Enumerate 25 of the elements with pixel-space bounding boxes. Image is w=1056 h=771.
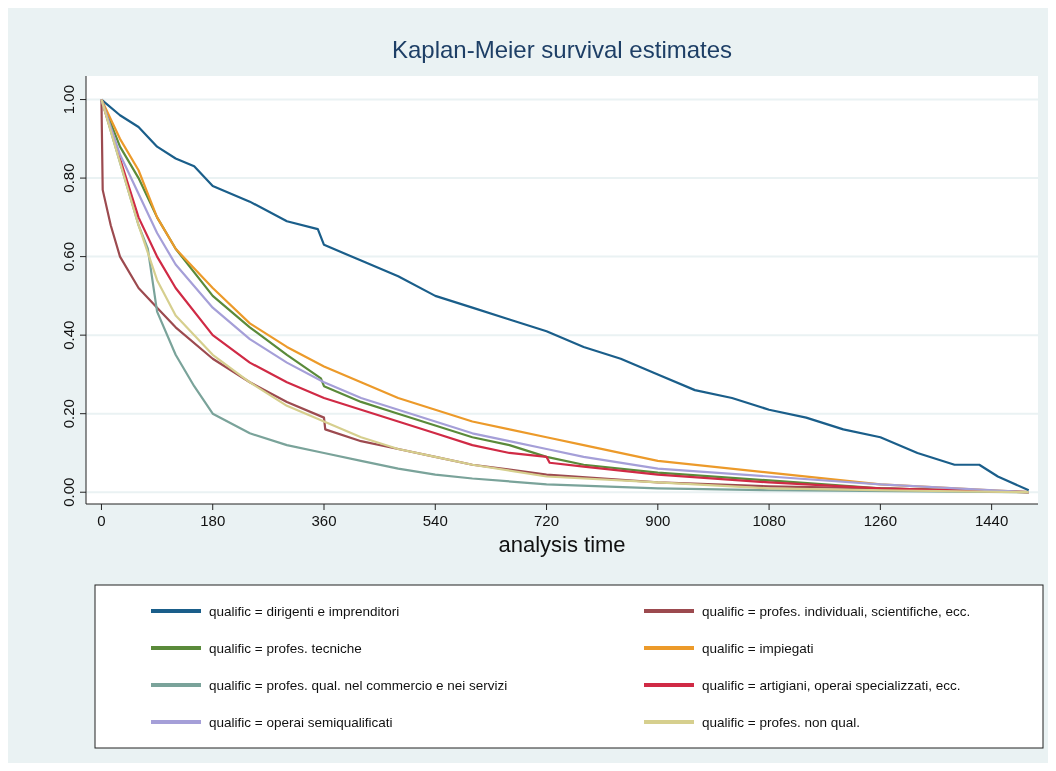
legend-label: qualific = operai semiqualificati <box>209 715 393 730</box>
chart-title: Kaplan-Meier survival estimates <box>391 36 733 63</box>
x-tick-label: 180 <box>200 512 226 529</box>
x-tick-label: 1260 <box>863 512 898 529</box>
x-tick-label: 360 <box>311 512 337 529</box>
x-tick-label: 0 <box>97 512 106 529</box>
x-tick-label: 900 <box>645 512 671 529</box>
legend-label: qualific = artigiani, operai specializzati, ecc. <box>702 678 961 693</box>
legend-label: qualific = profes. non qual. <box>702 715 860 730</box>
x-tick-label: 1440 <box>974 512 1009 529</box>
x-tick-label: 1080 <box>752 512 786 529</box>
x-tick-label: 720 <box>534 512 560 529</box>
y-tick-label: 0.00 <box>60 477 77 507</box>
y-tick-label: 0.80 <box>60 163 77 193</box>
x-axis-title: analysis time <box>498 532 626 557</box>
legend-label: qualific = profes. individuali, scientifiche, ecc. <box>702 604 971 619</box>
legend-label: qualific = dirigenti e imprenditori <box>209 604 400 619</box>
y-tick-label: 1.00 <box>60 84 77 115</box>
legend-label: qualific = profes. tecniche <box>209 641 362 656</box>
legend-label: qualific = impiegati <box>702 641 814 656</box>
y-tick-label: 0.60 <box>60 242 77 272</box>
x-tick-label: 540 <box>422 512 448 529</box>
y-tick-label: 0.40 <box>60 320 77 350</box>
y-tick-label: 0.20 <box>60 399 77 429</box>
legend-label: qualific = profes. qual. nel commercio e nei servizi <box>209 678 508 693</box>
